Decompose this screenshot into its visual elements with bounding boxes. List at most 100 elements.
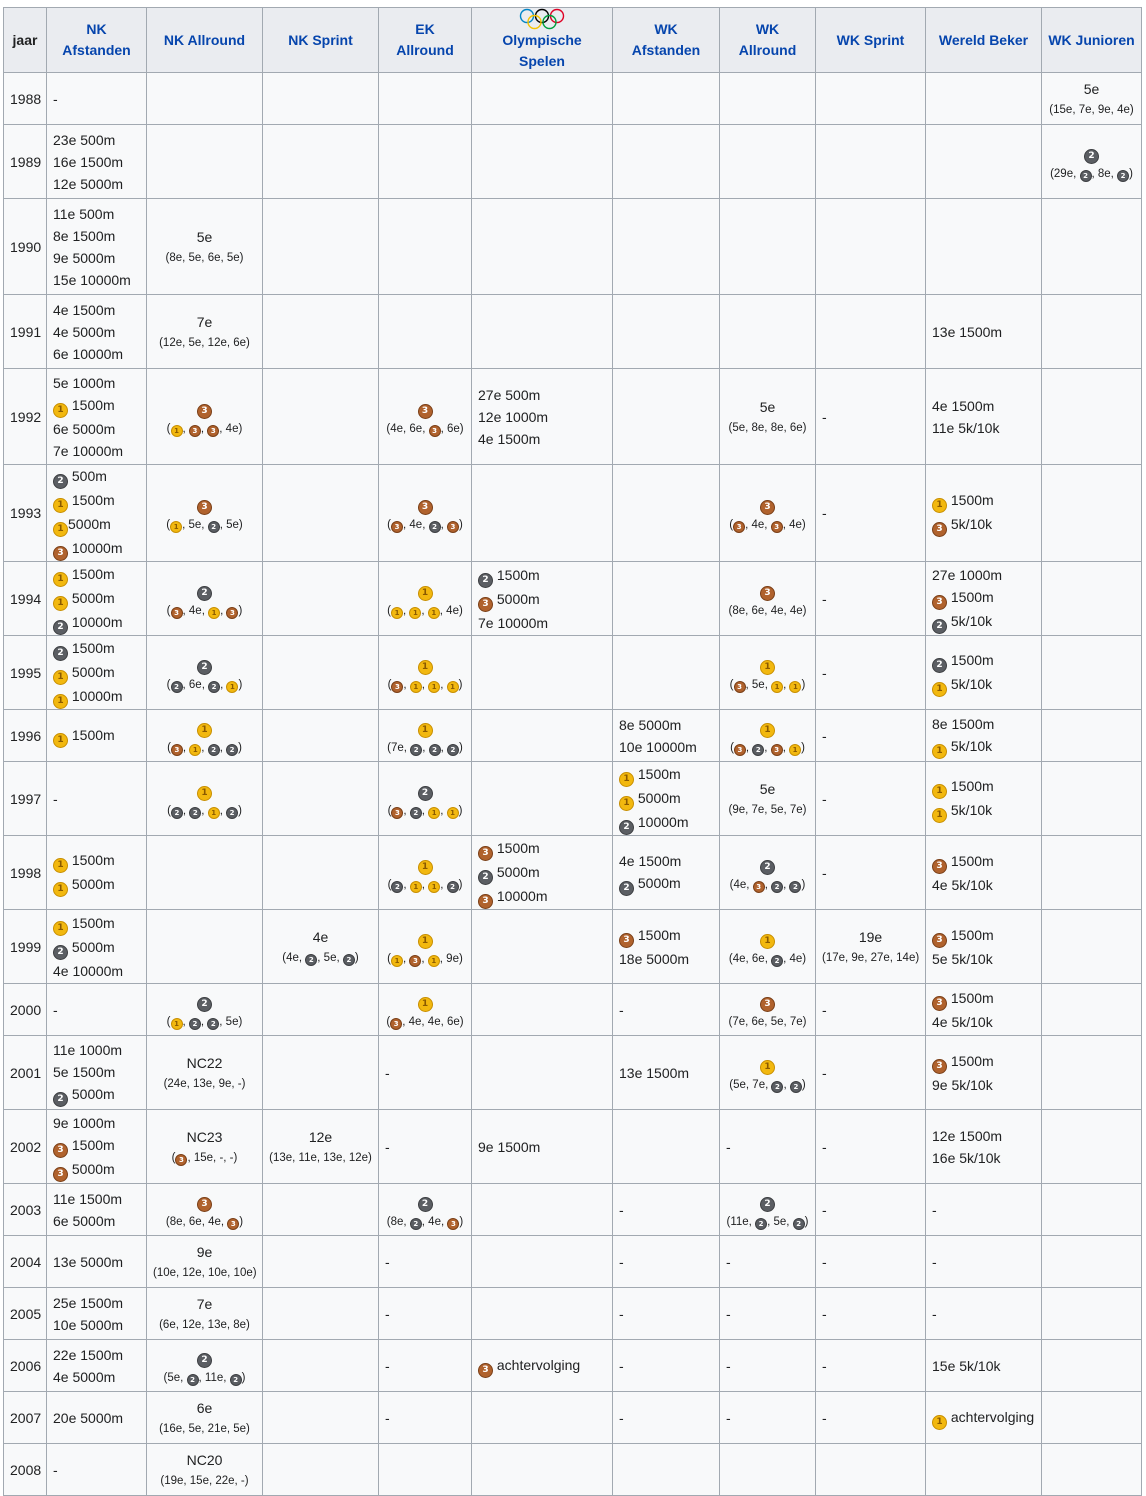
brons-medal-icon: 3 xyxy=(409,954,422,967)
cell-wk-junioren xyxy=(1041,464,1142,562)
brons-medal-icon: 3 xyxy=(227,1217,240,1230)
cell-wk-sprint: - xyxy=(815,761,926,836)
goud-medal-icon: 1 xyxy=(53,498,68,513)
goud-medal-icon: 1 xyxy=(417,933,433,949)
goud-medal-icon: 1 xyxy=(932,1414,947,1430)
goud-medal-icon: 1 xyxy=(409,880,422,893)
rank-detail: (4e, 6e, 3, 6e) xyxy=(386,422,464,437)
cell-wk-afstanden xyxy=(612,368,720,465)
result-line: 1 5000m xyxy=(53,587,140,611)
cell-nk-allround: 6e (16e, 5e, 21e, 5e) xyxy=(146,1391,263,1444)
cell-nk-afstanden: 20e 5000m xyxy=(46,1391,147,1444)
rank-detail: (8e, 2, 4e, 3) xyxy=(386,1215,464,1230)
rank-detail: (1, 3, 1, 9e) xyxy=(387,952,463,967)
result-line: - xyxy=(822,1064,827,1081)
cell-nk-sprint xyxy=(262,198,379,295)
brons-medal-icon: 3 xyxy=(619,932,634,948)
header-wk-sprint[interactable]: WK Sprint xyxy=(815,7,926,73)
year-cell: 1999 xyxy=(3,909,47,984)
zilver-medal-icon: 2 xyxy=(792,1217,805,1230)
brons-medal-icon: 3 xyxy=(391,680,404,693)
cell-wk-junioren xyxy=(1041,761,1142,836)
cell-wk-afstanden: - xyxy=(612,983,720,1036)
rank-main: 9e xyxy=(196,1243,213,1260)
zilver-medal-icon: 2 xyxy=(478,572,493,588)
rank-main: 4e xyxy=(312,928,329,945)
cell-wk-sprint: - xyxy=(815,635,926,710)
rank-detail: (3, 2, 3, 1) xyxy=(730,741,805,756)
year-cell: 1990 xyxy=(3,198,47,295)
cell-wereld-beker: 3 1500m 5e 5k/10k xyxy=(925,909,1042,984)
cell-wk-sprint: - xyxy=(815,1235,926,1288)
cell-nk-sprint xyxy=(262,1391,379,1444)
rank-main: 1 xyxy=(385,714,465,738)
rank-detail: (3, 4e, 4e, 6e) xyxy=(386,1015,464,1030)
cell-wk-junioren xyxy=(1041,1109,1142,1184)
result-line: 18e 5000m xyxy=(619,950,690,967)
header-wereld-beker[interactable]: Wereld Beker xyxy=(925,7,1042,73)
cell-wk-allround: - xyxy=(719,1339,816,1392)
goud-medal-icon: 1 xyxy=(53,920,68,936)
zilver-medal-icon: 2 xyxy=(478,869,493,885)
header-olympische-spelen[interactable]: Olympische Spelen xyxy=(471,7,613,73)
rank-main: 2 xyxy=(385,1188,465,1212)
cell-wk-sprint: - xyxy=(815,561,926,636)
rank-main: 19e xyxy=(858,928,883,945)
cell-nk-sprint xyxy=(262,1035,379,1110)
cell-wk-sprint xyxy=(815,72,926,125)
zilver-medal-icon: 2 xyxy=(197,1352,212,1368)
cell-wereld-beker: 2 1500m 1 5k/10k xyxy=(925,635,1042,710)
result-line: 4e 5k/10k xyxy=(932,876,993,893)
header-nk-afstanden[interactable]: NK Afstanden xyxy=(46,7,147,73)
rank-main: 5e xyxy=(1083,80,1100,97)
goud-medal-icon: 1 xyxy=(409,606,422,619)
header-wk-afstanden[interactable]: WK Afstanden xyxy=(612,7,720,73)
result-line: 1 10000m xyxy=(53,685,140,709)
brons-medal-icon: 3 xyxy=(53,546,68,561)
zilver-medal-icon: 2 xyxy=(170,806,183,819)
brons-medal-icon: 3 xyxy=(770,521,783,533)
brons-medal-icon: 3 xyxy=(175,1153,188,1166)
cell-nk-allround xyxy=(146,909,263,984)
cell-ek-allround: 3 (4e, 6e, 3, 6e) xyxy=(378,368,472,465)
header-nk-allround[interactable]: NK Allround xyxy=(146,7,263,73)
header-ek-allround[interactable]: EK Allround xyxy=(378,7,472,73)
zilver-medal-icon: 2 xyxy=(208,680,221,693)
result-line: 1 1500m xyxy=(932,489,1035,513)
cell-wereld-beker: 3 1500m 4e 5k/10k xyxy=(925,983,1042,1036)
cell-nk-sprint xyxy=(262,835,379,910)
result-line: 23e 500m xyxy=(53,131,116,148)
goud-medal-icon: 1 xyxy=(170,521,183,533)
result-line: - xyxy=(53,1001,58,1018)
result-line: 1 5k/10k xyxy=(932,673,1035,697)
rank-detail: (1, 2, 2, 5e) xyxy=(166,1015,243,1030)
result-line: 27e 1000m xyxy=(932,566,1003,583)
cell-ek-allround: 1 (3, 4e, 4e, 6e) xyxy=(378,983,472,1036)
cell-wereld-beker: - xyxy=(925,1287,1042,1340)
cell-wk-sprint xyxy=(815,198,926,295)
year-cell: 2001 xyxy=(3,1035,47,1110)
rank-main: 1 xyxy=(726,925,809,949)
cell-olympische-spelen xyxy=(471,72,613,125)
result-line: - xyxy=(822,590,827,607)
result-line: - xyxy=(385,1138,390,1155)
goud-medal-icon: 1 xyxy=(760,1059,775,1075)
cell-nk-allround: 7e (6e, 12e, 13e, 8e) xyxy=(146,1287,263,1340)
header-wk-allround[interactable]: WK Allround xyxy=(719,7,816,73)
rank-detail: (11e, 2, 5e, 2) xyxy=(726,1215,809,1230)
rank-detail: (8e, 6e, 4e, 4e) xyxy=(728,604,807,617)
cell-nk-sprint xyxy=(262,983,379,1036)
cell-wk-junioren xyxy=(1041,294,1142,369)
rank-main: 5e xyxy=(196,228,213,245)
goud-medal-icon: 1 xyxy=(189,743,202,756)
cell-nk-afstanden: 22e 1500m 4e 5000m xyxy=(46,1339,147,1392)
zilver-medal-icon: 2 xyxy=(207,1017,220,1030)
header-nk-sprint[interactable]: NK Sprint xyxy=(262,7,379,73)
header-wk-junioren[interactable]: WK Junioren xyxy=(1041,7,1142,73)
cell-olympische-spelen xyxy=(471,709,613,762)
result-line: - xyxy=(726,1357,731,1374)
result-line: - xyxy=(822,664,827,681)
table-row: 2007 20e 5000m 6e (16e, 5e, 21e, 5e) - - - - 1 a… xyxy=(3,1391,1142,1444)
rank-detail: (7e, 6e, 5e, 7e) xyxy=(728,1015,807,1028)
year-cell: 1988 xyxy=(3,72,47,125)
